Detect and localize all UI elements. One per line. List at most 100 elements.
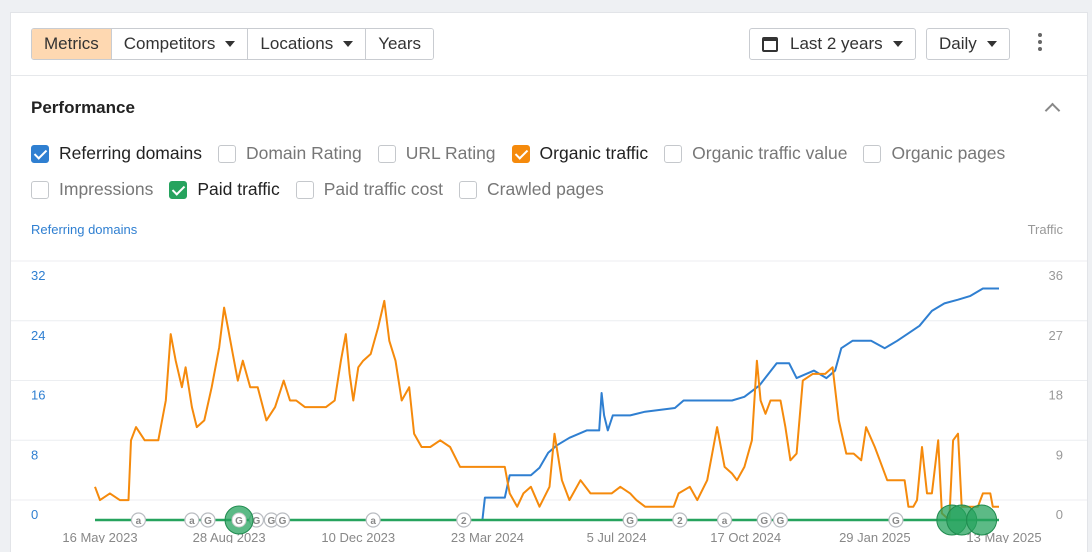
checkbox-impressions[interactable]: Impressions [31, 179, 153, 200]
checkbox-unchecked-icon[interactable] [217, 144, 236, 163]
annotation-glyph: G [626, 516, 634, 527]
checkbox-label: Paid traffic cost [323, 179, 444, 199]
checkbox-label: Impressions [59, 179, 154, 199]
tab-metrics-label: Metrics [44, 34, 99, 53]
right-axis-tick-label: 9 [1056, 447, 1063, 462]
annotation-glyph: a [370, 516, 376, 527]
paid-traffic-marker[interactable] [966, 504, 998, 536]
metric-checkbox-row-1: Referring domains Domain Rating URL Rating… [31, 143, 1021, 164]
annotation-marker[interactable] [888, 512, 904, 528]
annotation-glyph: a [722, 516, 728, 527]
chevron-up-icon[interactable] [1045, 101, 1059, 115]
right-axis-tick-label: 18 [1049, 388, 1063, 403]
checkbox-organic-traffic-value[interactable]: Organic traffic value [664, 143, 847, 164]
caret-down-icon [892, 41, 903, 47]
tab-locations-label: Locations [260, 34, 334, 53]
annotation-glyph: G [204, 516, 212, 527]
toolbar: Metrics Competitors Locations Years Last… [11, 13, 1087, 76]
performance-chart[interactable]: 32 36 24 27 16 18 8 9 0 0 16 May 2023 28 Aug 2023 10… [11, 238, 1087, 543]
caret-down-icon [225, 41, 236, 47]
date-range-label: Last 2 years [790, 34, 883, 53]
right-axis-tick-label: 27 [1049, 328, 1063, 343]
panel-title: Performance [31, 98, 135, 117]
tab-years[interactable]: Years [366, 29, 434, 59]
x-axis-tick-label: 23 Mar 2024 [451, 530, 524, 543]
x-axis-tick-label: 16 May 2023 [62, 530, 137, 543]
right-axis-tick-label: 36 [1049, 268, 1063, 283]
checkbox-label: Organic traffic [539, 143, 649, 163]
checkbox-unchecked-icon[interactable] [664, 144, 683, 163]
checkbox-label: URL Rating [405, 143, 496, 163]
calendar-icon [762, 36, 778, 52]
tab-years-label: Years [378, 34, 422, 53]
view-mode-segmented-control: Metrics Competitors Locations Years [31, 28, 435, 60]
checkbox-unchecked-icon[interactable] [295, 180, 314, 199]
annotation-glyph: a [136, 516, 142, 527]
annotation-marker[interactable] [756, 512, 772, 528]
checkbox-label: Organic pages [891, 143, 1006, 163]
checkbox-unchecked-icon[interactable] [863, 144, 882, 163]
checkbox-paid-traffic-cost[interactable]: Paid traffic cost [295, 179, 444, 200]
tab-locations[interactable]: Locations [248, 29, 367, 59]
checkbox-organic-pages[interactable]: Organic pages [863, 143, 1005, 164]
x-axis-tick-label: 29 Jan 2025 [839, 530, 911, 543]
checkbox-label: Referring domains [59, 143, 202, 163]
annotation-marker[interactable] [274, 512, 291, 528]
annotation-glyph: G [760, 516, 768, 527]
checkbox-unchecked-icon[interactable] [31, 180, 49, 199]
interval-dropdown[interactable]: Daily [926, 28, 1010, 60]
checkbox-paid-traffic[interactable]: Paid traffic [169, 179, 280, 200]
annotation-marker[interactable] [200, 512, 216, 528]
x-axis-tick-label: 28 Aug 2023 [193, 530, 266, 543]
annotation-glyph: 2 [461, 516, 467, 527]
checkbox-domain-rating[interactable]: Domain Rating [217, 143, 362, 164]
right-axis-tick-label: 0 [1056, 507, 1063, 522]
annotation-marker[interactable] [772, 512, 789, 528]
left-axis-title: Referring domains [31, 222, 138, 237]
x-axis-tick-label: 5 Jul 2024 [587, 530, 647, 543]
right-axis-title: Traffic [1027, 222, 1063, 237]
checkbox-unchecked-icon[interactable] [377, 144, 396, 163]
checkbox-unchecked-icon[interactable] [459, 180, 478, 199]
checkbox-checked-icon[interactable] [169, 180, 188, 199]
tab-competitors[interactable]: Competitors [111, 29, 249, 59]
tab-metrics[interactable]: Metrics [32, 29, 112, 59]
metric-checkbox-row-2: Impressions Paid traffic Paid traffic cost… [31, 179, 620, 200]
annotation-glyph: G [279, 516, 287, 527]
checkbox-url-rating[interactable]: URL Rating [377, 143, 496, 164]
x-axis-tick-label: 17 Oct 2024 [710, 530, 781, 543]
annotation-glyph: G [235, 516, 243, 527]
checkbox-checked-icon[interactable] [31, 144, 49, 163]
checkbox-referring-domains[interactable]: Referring domains [31, 143, 202, 164]
annotation-marker[interactable] [231, 512, 247, 528]
left-axis-tick-label: 8 [31, 447, 38, 462]
left-axis-tick-label: 16 [31, 388, 45, 403]
tab-competitors-label: Competitors [123, 34, 216, 53]
checkbox-label: Crawled pages [487, 179, 604, 199]
checkbox-crawled-pages[interactable]: Crawled pages [459, 179, 604, 200]
annotation-marker[interactable] [456, 512, 472, 528]
series-line-organic-traffic [94, 299, 999, 521]
kebab-vertical-icon[interactable] [1035, 33, 1045, 57]
annotation-marker[interactable] [716, 512, 733, 528]
checkbox-checked-icon[interactable] [511, 144, 530, 163]
date-range-dropdown[interactable]: Last 2 years [749, 28, 916, 60]
annotation-marker[interactable] [130, 512, 147, 528]
checkbox-label: Domain Rating [245, 143, 362, 163]
annotation-marker[interactable] [622, 512, 638, 528]
left-axis-tick-label: 32 [31, 268, 45, 283]
caret-down-icon [986, 41, 997, 47]
annotation-marker[interactable] [672, 512, 688, 528]
left-axis-tick-label: 0 [31, 507, 38, 522]
annotation-glyph: G [253, 516, 261, 527]
left-axis-tick-label: 24 [31, 328, 45, 343]
annotation-glyph: G [267, 516, 275, 527]
checkbox-label: Paid traffic [197, 179, 280, 199]
annotation-marker[interactable] [365, 512, 381, 528]
checkbox-organic-traffic[interactable]: Organic traffic [511, 143, 649, 164]
performance-card: Metrics Competitors Locations Years Last… [10, 12, 1088, 552]
checkbox-label: Organic traffic value [692, 143, 848, 163]
annotation-marker[interactable] [184, 512, 200, 528]
annotation-glyph: G [892, 516, 900, 527]
annotation-glyph: 2 [677, 516, 683, 527]
